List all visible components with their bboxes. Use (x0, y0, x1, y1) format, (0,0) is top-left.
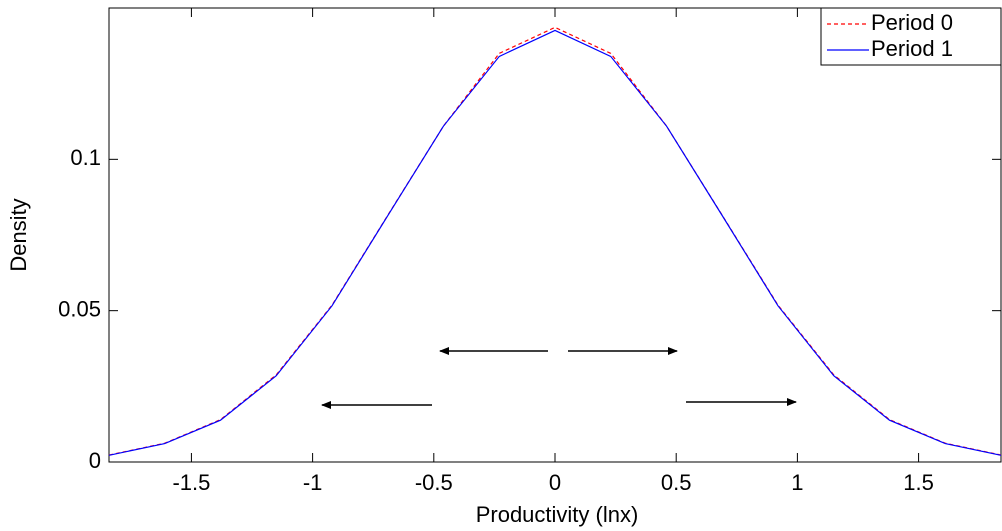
legend-label: Period 0 (871, 10, 953, 35)
x-tick-label: 1 (791, 470, 803, 495)
x-tick-label: 1.5 (903, 470, 934, 495)
x-tick-label: -1.5 (172, 470, 210, 495)
x-axis-label: Productivity (lnx) (476, 502, 639, 527)
series-line (108, 26, 1002, 456)
plot-frame (108, 7, 1002, 463)
x-tick-label: 0.5 (661, 470, 692, 495)
y-tick-label: 0.1 (70, 145, 101, 170)
series-line (108, 29, 1002, 456)
legend-label: Period 1 (871, 36, 953, 61)
y-tick-label: 0 (89, 448, 101, 473)
legend-box (820, 7, 1002, 66)
x-tick-label: 0 (549, 470, 561, 495)
x-tick-label: -0.5 (415, 470, 453, 495)
annotation-arrows (321, 347, 797, 409)
y-tick-label: 0.05 (58, 296, 101, 321)
y-axis-label: Density (6, 198, 31, 271)
x-tick-label: -1 (303, 470, 323, 495)
